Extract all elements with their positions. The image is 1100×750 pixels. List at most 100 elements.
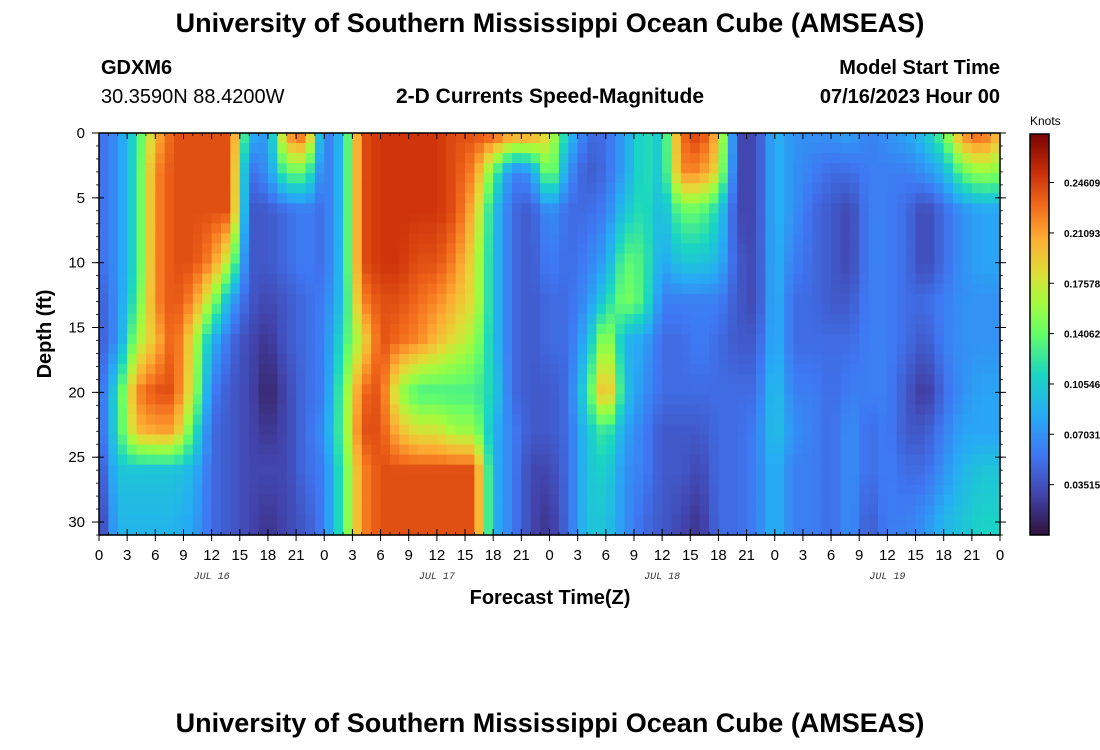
heatmap-cell <box>934 414 945 426</box>
heatmap-cell <box>812 313 823 325</box>
heatmap-cell <box>305 384 316 395</box>
heatmap-cell <box>558 183 569 194</box>
heatmap-cell <box>868 243 879 255</box>
heatmap-cell <box>296 253 307 265</box>
x-tick-label: 21 <box>738 547 755 564</box>
heatmap-cell <box>718 323 729 335</box>
heatmap-cell <box>380 404 391 415</box>
heatmap-cell <box>718 464 729 476</box>
heatmap-cell <box>746 454 757 466</box>
heatmap-cell <box>418 484 429 496</box>
heatmap-cell <box>709 404 720 415</box>
heatmap-cell <box>765 323 776 335</box>
heatmap-cell <box>746 524 757 536</box>
heatmap-cell <box>755 474 766 486</box>
heatmap-cell <box>652 394 663 405</box>
heatmap-cell <box>530 323 541 335</box>
heatmap-cell <box>868 524 879 536</box>
heatmap-cell <box>549 404 560 415</box>
heatmap-cell <box>305 374 316 385</box>
heatmap-cell <box>361 424 372 436</box>
heatmap-cell <box>981 434 992 446</box>
heatmap-cell <box>802 223 813 235</box>
heatmap-cell <box>662 394 673 405</box>
heatmap-cell <box>718 434 729 446</box>
heatmap-cell <box>145 233 156 245</box>
heatmap-cell <box>568 223 579 235</box>
heatmap-cell <box>521 143 532 154</box>
heatmap-cell <box>981 133 992 144</box>
heatmap-cell <box>511 364 522 375</box>
heatmap-cell <box>502 203 513 214</box>
heatmap-cell <box>568 514 579 526</box>
heatmap-cell <box>699 394 710 405</box>
heatmap-cell <box>352 364 363 375</box>
heatmap-cell <box>249 293 260 305</box>
heatmap-cell <box>737 183 748 194</box>
heatmap-cell <box>718 494 729 506</box>
heatmap-cell <box>934 193 945 204</box>
heatmap-cell <box>568 263 579 275</box>
heatmap-cell <box>145 374 156 385</box>
heatmap-cell <box>765 404 776 415</box>
heatmap-cell <box>699 303 710 315</box>
heatmap-cell <box>840 464 851 476</box>
heatmap-cell <box>906 303 917 315</box>
heatmap-cell <box>296 173 307 184</box>
heatmap-cell <box>352 283 363 295</box>
heatmap-cell <box>906 454 917 466</box>
heatmap-cell <box>427 203 438 214</box>
heatmap-cell <box>765 263 776 275</box>
heatmap-cell <box>455 183 466 194</box>
heatmap-cell <box>953 474 964 486</box>
heatmap-cell <box>371 394 382 405</box>
heatmap-cell <box>155 133 166 144</box>
x-tick-label: 12 <box>654 547 671 564</box>
heatmap-cell <box>333 203 344 214</box>
heatmap-cell <box>802 474 813 486</box>
heatmap-cell <box>802 203 813 214</box>
heatmap-cell <box>99 474 109 486</box>
heatmap-cell <box>877 313 888 325</box>
heatmap-cell <box>371 193 382 204</box>
heatmap-cell <box>774 334 785 345</box>
heatmap-cell <box>399 494 410 506</box>
heatmap-cell <box>859 384 870 395</box>
heatmap-cell <box>849 354 860 365</box>
heatmap-cell <box>784 203 795 214</box>
heatmap-cell <box>371 514 382 526</box>
heatmap-cell <box>887 474 898 486</box>
heatmap-cell <box>793 303 804 315</box>
heatmap-cell <box>483 163 494 174</box>
heatmap-cell <box>183 454 194 466</box>
heatmap-cell <box>906 474 917 486</box>
heatmap-cell <box>202 504 213 516</box>
heatmap-cell <box>596 313 607 325</box>
heatmap-cell <box>474 323 485 335</box>
heatmap-cell <box>305 514 316 526</box>
heatmap-cell <box>249 354 260 365</box>
heatmap-cell <box>558 313 569 325</box>
heatmap-cell <box>924 394 935 405</box>
heatmap-cell <box>877 524 888 536</box>
heatmap-cell <box>906 504 917 516</box>
heatmap-cell <box>643 394 654 405</box>
heatmap-cell <box>971 223 982 235</box>
heatmap-cell <box>230 344 241 355</box>
heatmap-cell <box>427 243 438 255</box>
heatmap-cell <box>596 414 607 426</box>
heatmap-cell <box>145 263 156 275</box>
heatmap-cell <box>727 344 738 355</box>
heatmap-cell <box>136 323 147 335</box>
heatmap-cell <box>511 434 522 446</box>
heatmap-cell <box>136 484 147 496</box>
heatmap-cell <box>793 474 804 486</box>
heatmap-cell <box>249 374 260 385</box>
heatmap-cell <box>211 494 222 506</box>
heatmap-cell <box>511 414 522 426</box>
heatmap-cell <box>474 303 485 315</box>
heatmap-cell <box>981 364 992 375</box>
heatmap-cell <box>446 414 457 426</box>
heatmap-cell <box>211 133 222 144</box>
heatmap-cell <box>455 424 466 436</box>
